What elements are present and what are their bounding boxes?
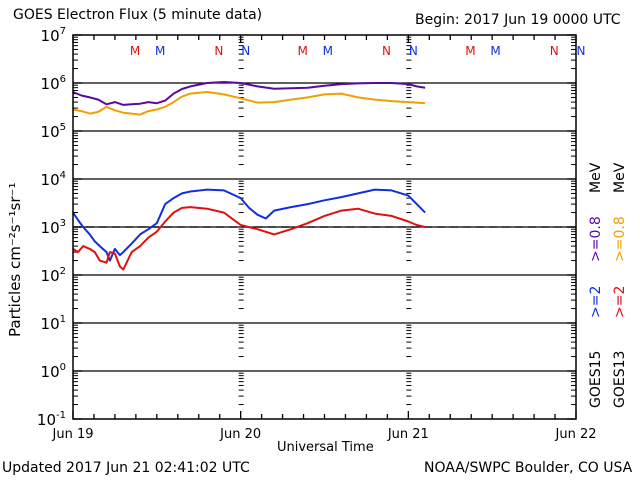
plot-frame [72,34,577,420]
updated-timestamp: Updated 2017 Jun 21 02:41:02 UTC [2,460,250,476]
y-tick-exponent: 7 [60,26,66,37]
y-tick-base: 10 [41,267,60,285]
ticks-layer [72,34,577,420]
series-line-goes15-2-mev [72,188,426,262]
credit-text: NOAA/SWPC Boulder, CO USA [424,460,633,476]
day-marker-label: M [130,44,140,58]
series-line-goes15-0-8-mev [72,81,426,106]
y-tick-base: 10 [41,315,60,333]
day-marker-label: M [323,44,333,58]
begin-date: Begin: 2017 Jun 19 0000 UTC [415,12,621,28]
x-tick-labels: Jun 19 Jun 20 Jun 21 Jun 22 [52,427,597,442]
y-tick-label: 106 [41,74,66,93]
day-marker-label: N [550,44,559,58]
y-tick-exponent: -1 [56,410,66,421]
x-axis-label: Universal Time [277,440,374,455]
x-tick-label: Jun 21 [387,427,429,442]
y-tick-label: 105 [41,122,66,141]
y-tick-exponent: 5 [60,122,66,133]
series-line-goes13-2-mev [72,206,426,271]
y-tick-exponent: 2 [60,266,66,277]
day-marker-label: N [241,44,250,58]
y-tick-exponent: 4 [60,170,66,181]
legend-goes13-unit: MeV [612,162,628,193]
x-tick-label: Jun 19 [52,427,94,442]
y-tick-label: 104 [41,170,66,189]
y-tick-label: 100 [41,362,66,381]
y-tick-exponent: 1 [60,314,66,325]
chart-title: GOES Electron Flux (5 minute data) [13,7,263,23]
y-tick-exponent: 3 [60,218,66,229]
frame-layer [72,34,577,420]
day-marker-label: N [409,44,418,58]
y-tick-base: 10 [41,75,60,93]
y-tick-base: 10 [41,219,60,237]
grid-layer [73,82,576,372]
y-tick-label: 10-1 [37,410,66,429]
y-tick-exponent: 0 [60,362,66,373]
y-tick-label: 103 [41,218,66,237]
series-layer [72,81,426,271]
y-tick-base: 10 [41,27,60,45]
y-tick-label: 107 [41,26,66,45]
legend-goes15-08mev: >=0.8 [588,216,604,262]
day-marker-label: M [490,44,500,58]
day-marker-label: M [465,44,475,58]
legend-goes13-08mev: >=0.8 [612,216,628,262]
day-marker-label: N [214,44,223,58]
legend-goes13-label: GOES13 [612,350,628,408]
y-tick-base: 10 [41,123,60,141]
y-tick-base: 10 [37,411,56,429]
y-tick-label: 102 [41,266,66,285]
legend-goes15-unit: MeV [588,162,604,193]
y-tick-base: 10 [41,171,60,189]
legend-goes13-2mev: >=2 [612,285,628,318]
legend-goes15-2mev: >=2 [588,285,604,318]
legend-goes15-label: GOES15 [588,350,604,408]
day-marker-label: M [298,44,308,58]
day-marker-label: M [155,44,165,58]
x-tick-label: Jun 20 [219,427,261,442]
day-marker-label: N [382,44,391,58]
y-axis-label: Particles cm⁻²s⁻¹sr⁻¹ [6,182,24,337]
x-tick-label: Jun 22 [555,427,597,442]
y-tick-label: 101 [41,314,66,333]
y-tick-base: 10 [41,363,60,381]
day-marker-label: N [577,44,586,58]
series-line-goes13-0-8-mev [72,91,426,116]
y-tick-exponent: 6 [60,74,66,85]
